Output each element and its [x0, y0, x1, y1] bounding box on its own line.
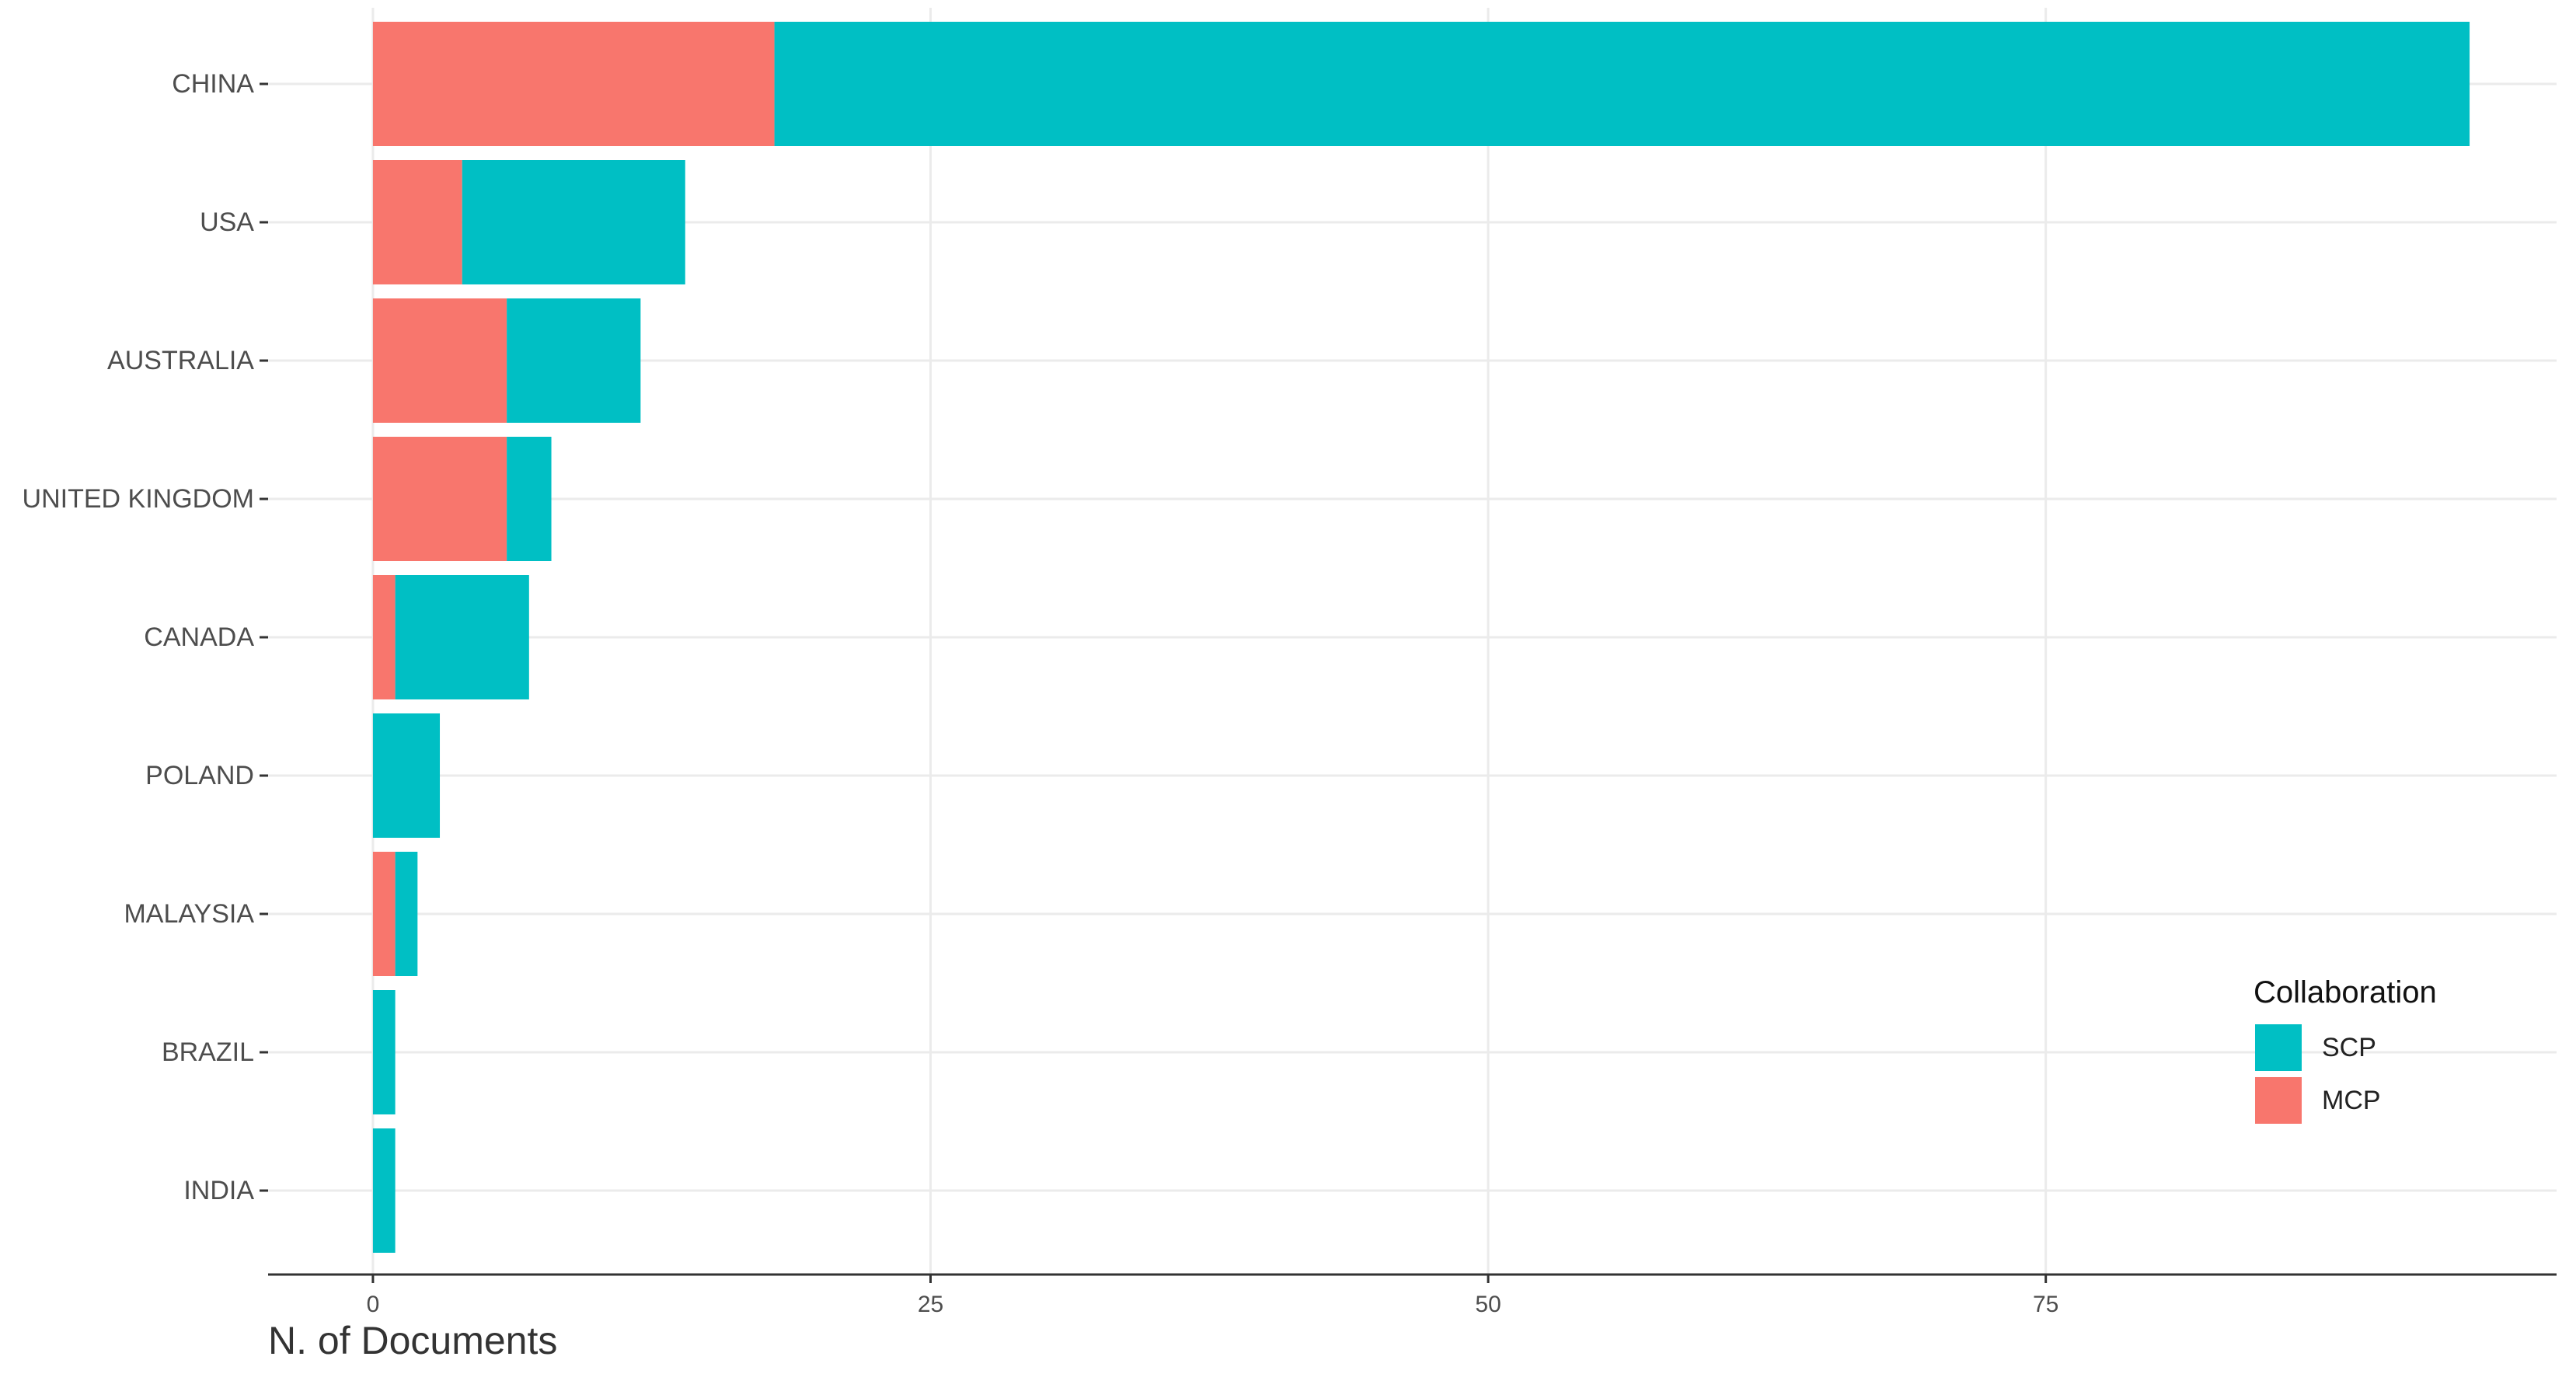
bar-scp-india	[372, 1128, 396, 1253]
bar-mcp-malaysia	[372, 852, 396, 976]
bar-scp-canada	[395, 575, 529, 699]
x-tick-label: 0	[367, 1292, 380, 1317]
bar-mcp-usa	[372, 160, 462, 284]
bar-scp-usa	[462, 160, 685, 284]
axes	[260, 82, 2557, 1283]
bars	[372, 22, 2470, 1253]
bar-scp-brazil	[372, 990, 396, 1114]
x-tick-label: 75	[2033, 1292, 2058, 1317]
legend-items: SCP MCP	[2255, 1024, 2381, 1124]
y-tick-label: CHINA	[172, 69, 254, 99]
bar-scp-china	[774, 22, 2470, 146]
y-tick-label: MALAYSIA	[124, 899, 254, 929]
y-tick-label: USA	[200, 207, 254, 237]
legend-swatch-scp	[2255, 1024, 2302, 1071]
y-tick-label: CANADA	[144, 622, 254, 652]
y-tick-label: UNITED KINGDOM	[23, 484, 254, 514]
y-tick-label: INDIA	[183, 1176, 254, 1205]
legend-label-scp: SCP	[2322, 1033, 2376, 1062]
bar-mcp-canada	[372, 575, 396, 699]
bar-mcp-china	[372, 22, 775, 146]
bar-mcp-australia	[372, 298, 507, 423]
labels: CHINA USA AUSTRALIA UNITED KINGDOM CANADA POL…	[23, 69, 2059, 1317]
bar-scp-australia	[507, 298, 641, 423]
x-tick-label: 25	[918, 1292, 943, 1317]
bar-scp-malaysia	[395, 852, 418, 976]
bar-mcp-united-kingdom	[372, 437, 507, 561]
y-tick-label: POLAND	[145, 761, 254, 790]
x-axis-title: N. of Documents	[268, 1319, 557, 1362]
legend-label-mcp: MCP	[2322, 1086, 2381, 1115]
legend: Collaboration SCP MCP	[2254, 975, 2437, 1124]
bar-scp-united-kingdom	[507, 437, 552, 561]
legend-swatch-mcp	[2255, 1077, 2302, 1124]
y-tick-label: BRAZIL	[162, 1037, 254, 1067]
grid-lines	[268, 8, 2557, 1275]
x-tick-label: 50	[1475, 1292, 1501, 1317]
y-tick-label: AUSTRALIA	[107, 346, 254, 375]
bar-scp-poland	[372, 713, 441, 838]
legend-title: Collaboration	[2254, 975, 2437, 1010]
